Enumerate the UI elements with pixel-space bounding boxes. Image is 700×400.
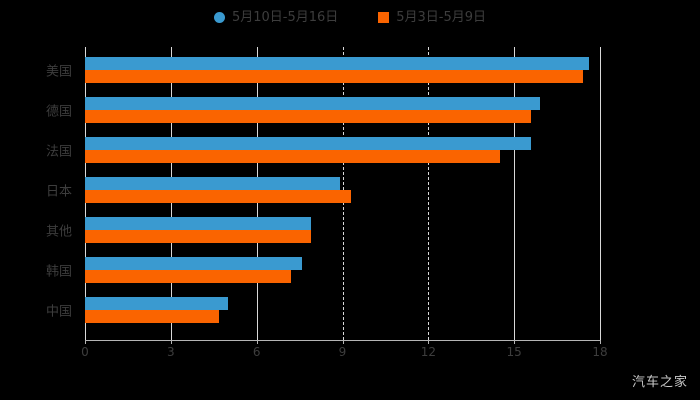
bar-series0[interactable] (85, 57, 589, 70)
x-tick-label: 3 (167, 345, 175, 359)
bar-series1[interactable] (85, 190, 352, 203)
plot-area (85, 47, 601, 340)
x-tick-label: 18 (592, 345, 608, 359)
bar-series1[interactable] (85, 270, 291, 283)
y-axis-category-label: 法国 (45, 144, 72, 160)
bar-series0[interactable] (85, 297, 229, 310)
y-axis-category-label: 德国 (45, 104, 72, 120)
x-tick-mark (600, 340, 601, 344)
legend-item-0[interactable]: 5月10日-5月16日 (213, 9, 339, 25)
bar-series0[interactable] (85, 257, 303, 270)
watermark: 汽车之家 (631, 375, 688, 390)
x-tick-label: 9 (338, 345, 347, 359)
square-marker-icon (378, 11, 390, 23)
x-tick-mark (342, 340, 344, 344)
bar-series1[interactable] (85, 150, 500, 163)
y-axis-category-label: 其他 (45, 224, 72, 240)
x-tick-mark (85, 340, 86, 344)
legend-item-label: 5月10日-5月16日 (231, 9, 339, 25)
gridline (600, 47, 601, 340)
x-tick-label: 15 (506, 345, 522, 359)
x-tick-label: 0 (81, 345, 89, 359)
y-axis-category-label: 中国 (45, 304, 72, 320)
x-tick-label: 6 (252, 345, 261, 359)
bar-series0[interactable] (85, 97, 540, 110)
bar-series1[interactable] (85, 230, 312, 243)
x-tick-mark (428, 340, 430, 344)
x-tick-mark (256, 340, 258, 344)
gridline (514, 47, 516, 340)
bar-series0[interactable] (85, 137, 532, 150)
bar-series1[interactable] (85, 70, 583, 83)
y-axis-category-label: 日本 (45, 184, 72, 200)
bar-series1[interactable] (85, 310, 220, 323)
bar-series0[interactable] (85, 217, 312, 230)
chart-legend: 5月10日-5月16日 5月3日-5月9日 (0, 6, 700, 28)
legend-item-1[interactable]: 5月3日-5月9日 (378, 11, 486, 24)
legend-item-label: 5月3日-5月9日 (396, 9, 487, 25)
x-tick-mark (170, 340, 172, 344)
x-tick-label: 12 (420, 345, 436, 359)
gridline (428, 47, 430, 340)
bar-series0[interactable] (85, 177, 340, 190)
x-tick-mark (514, 340, 516, 344)
y-axis-category-label: 韩国 (45, 264, 72, 280)
y-axis-category-label: 美国 (45, 64, 72, 80)
bar-series1[interactable] (85, 110, 532, 123)
circle-marker-icon (213, 11, 225, 23)
